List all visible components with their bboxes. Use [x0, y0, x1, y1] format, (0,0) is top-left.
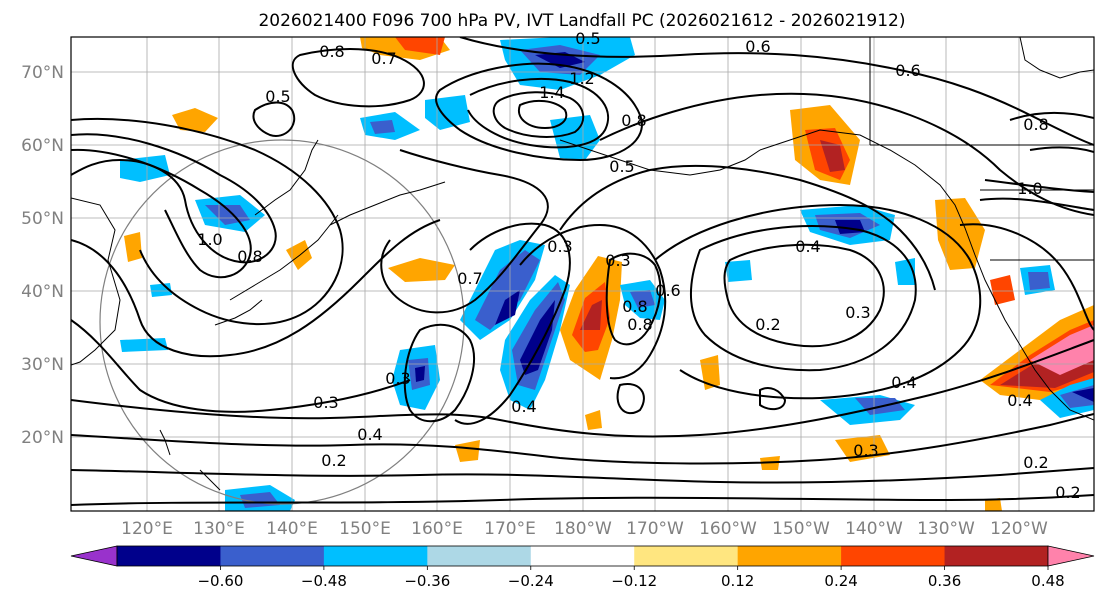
lat-label-60n: 60°N [21, 136, 64, 156]
colorbar-segment [117, 546, 221, 566]
pv-contours [71, 37, 1094, 506]
contour-label: 0.3 [845, 303, 870, 322]
colorbar-segment [944, 546, 1049, 566]
lon-label-120w: 120°W [990, 519, 1048, 539]
lon-label-160w: 160°W [699, 519, 757, 539]
lon-label-130w: 130°W [917, 519, 975, 539]
lat-label-30n: 30°N [21, 355, 64, 375]
contour-label: 0.8 [621, 111, 646, 130]
contour-label: 1.2 [569, 69, 594, 88]
contour-label: 0.4 [891, 373, 916, 392]
colorbar-extend-max [1047, 545, 1095, 567]
contour-label: 0.8 [319, 42, 344, 61]
contour-label: 0.8 [1023, 115, 1048, 134]
latitude-labels: 70°N 60°N 50°N 40°N 30°N 20°N [21, 63, 64, 448]
colorbar-segments [116, 545, 1049, 567]
contour-label: 1.0 [1017, 179, 1042, 198]
colorbar-tick-label: −0.12 [611, 572, 657, 590]
lon-label-130e: 130°E [193, 519, 245, 539]
colorbar-tick-label: 0.48 [1031, 572, 1064, 590]
range-circle [99, 139, 465, 505]
contour-label: 0.3 [547, 237, 572, 256]
map-background [71, 37, 1094, 511]
contour-label: 0.4 [511, 397, 536, 416]
contour-label: 0.3 [385, 369, 410, 388]
lat-label-20n: 20°N [21, 428, 64, 448]
contour-label: 0.7 [457, 269, 482, 288]
colorbar-segment [530, 546, 635, 566]
lon-label-150w: 150°W [772, 519, 830, 539]
contour-label: 0.3 [853, 441, 878, 460]
contour-label: 0.2 [321, 451, 346, 470]
contour-label: 0.5 [265, 87, 290, 106]
contour-label: 0.3 [313, 393, 338, 412]
contour-label: 0.2 [1023, 453, 1048, 472]
map-frame [70, 36, 1095, 512]
colorbar-segment [220, 546, 325, 566]
lon-label-140w: 140°W [845, 519, 903, 539]
colorbar-segment [323, 546, 428, 566]
contour-label: 0.5 [575, 29, 600, 48]
contour-label: 1.4 [539, 83, 564, 102]
contour-label: 1.0 [197, 230, 222, 249]
lon-label-170w: 170°W [626, 519, 684, 539]
colorbar-segment [634, 546, 739, 566]
lat-label-70n: 70°N [21, 63, 64, 83]
colorbar-tick-label: −0.36 [404, 572, 450, 590]
contour-label: 0.8 [627, 315, 652, 334]
contour-label: 0.4 [357, 425, 382, 444]
contour-label: 0.8 [622, 297, 647, 316]
lon-label-120e: 120°E [121, 519, 173, 539]
lon-label-170e: 170°E [484, 519, 536, 539]
colorbar-tick-label: −0.24 [508, 572, 554, 590]
colorbar-segment [427, 546, 532, 566]
colorbar-tick-label: −0.48 [301, 572, 347, 590]
contour-labels: 0.8 0.7 0.5 0.6 0.6 1.2 1.4 0.8 0.5 1.0 … [197, 29, 1080, 502]
lon-label-140e: 140°E [266, 519, 318, 539]
colorbar-tick-label: 0.24 [824, 572, 857, 590]
colorbar-segment [841, 546, 946, 566]
coastlines [71, 37, 1094, 491]
lat-label-50n: 50°N [21, 209, 64, 229]
lat-label-40n: 40°N [21, 282, 64, 302]
contour-label: 0.2 [1055, 483, 1080, 502]
contour-label: 0.7 [371, 49, 396, 68]
lon-label-180w: 180°W [554, 519, 612, 539]
colorbar-extend-min [70, 545, 118, 567]
contour-label: 0.2 [755, 315, 780, 334]
map-panel [70, 36, 1095, 512]
contour-label: 0.4 [1007, 391, 1032, 410]
contour-label: 0.6 [655, 281, 680, 300]
colorbar-tick-label: 0.36 [928, 572, 961, 590]
contour-label: 0.3 [605, 251, 630, 270]
contour-label: 0.5 [609, 157, 634, 176]
contour-label: 0.6 [895, 61, 920, 80]
map-title: 2026021400 F096 700 hPa PV, IVT Landfall… [258, 11, 905, 31]
lon-label-160e: 160°E [411, 519, 463, 539]
contour-label: 0.6 [745, 37, 770, 56]
colorbar-tick-label: 0.12 [721, 572, 754, 590]
colorbar-segment [737, 546, 842, 566]
colorbar-ticks: −0.60 −0.48 −0.36 −0.24 −0.12 0.12 0.24 0.36 0.4… [197, 566, 1065, 590]
contour-label: 0.8 [237, 247, 262, 266]
colorbar-tick-label: −0.60 [197, 572, 243, 590]
longitude-labels: 120°E 130°E 140°E 150°E 160°E 170°E 180°… [121, 519, 1048, 539]
contour-label: 0.4 [795, 237, 820, 256]
colorbar: −0.60 −0.48 −0.36 −0.24 −0.12 0.12 0.24 0.36 0.4… [70, 545, 1095, 590]
lon-label-150e: 150°E [339, 519, 391, 539]
